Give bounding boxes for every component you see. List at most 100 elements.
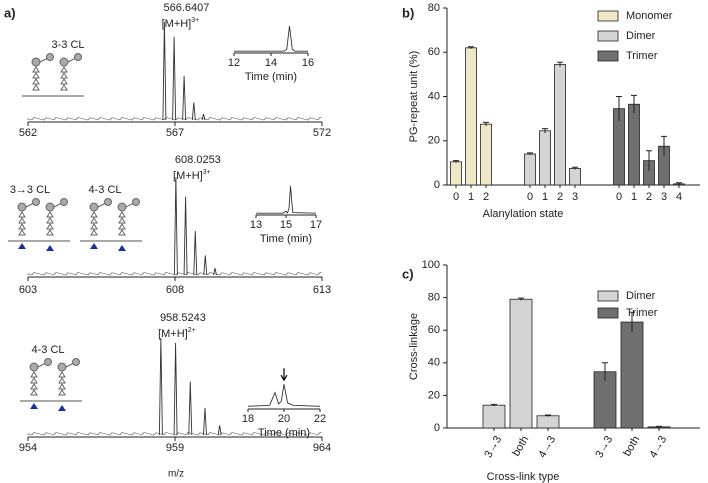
x-axis-label: m/z [168, 469, 184, 480]
structure-label: 3-3 CL [51, 39, 84, 51]
legend-label: Trimer [626, 50, 658, 62]
x-tick-label: 1 [542, 191, 548, 203]
x-axis-label: Cross-link type [487, 471, 560, 483]
panel-label: b) [402, 5, 414, 20]
x-tick-label: both [621, 434, 642, 459]
structure-icon [46, 217, 54, 224]
ion-label: [M+H]3+ [173, 169, 211, 182]
inset-tick-label: 16 [302, 57, 314, 69]
bar [524, 153, 536, 186]
bar [480, 123, 492, 186]
structure-icon [46, 229, 54, 236]
error-bar [676, 182, 682, 185]
x-tick-label: 3 [661, 191, 667, 203]
peak [173, 342, 178, 436]
structure-icon [18, 243, 26, 249]
chromatogram [234, 25, 308, 52]
peak [172, 36, 177, 121]
bar [569, 168, 581, 186]
x-tick-label: 4 [676, 191, 682, 203]
error-bar [656, 425, 662, 428]
structure-icon [117, 202, 127, 212]
structure-icon [57, 362, 67, 372]
structure-icon [60, 84, 68, 91]
peak-mass-label: 608.0253 [175, 154, 221, 166]
error-bar [453, 160, 459, 163]
baseline-noise [27, 117, 323, 121]
bar [482, 404, 506, 429]
x-tick-label: 954 [19, 442, 37, 454]
x-tick-label: 572 [313, 127, 331, 139]
y-tick-label: 80 [428, 2, 440, 14]
x-tick-label: 2 [646, 191, 652, 203]
x-tick-label: both [510, 434, 531, 459]
x-tick-label: 2 [483, 191, 489, 203]
x-tick-label: 567 [166, 127, 184, 139]
inset-tick-label: 18 [242, 413, 254, 425]
peak [191, 102, 196, 121]
x-tick-label: 4→3 [647, 434, 669, 460]
structure-icon [90, 223, 98, 230]
y-tick-label: 0 [434, 179, 440, 191]
structure-icon [90, 217, 98, 224]
structure-icon [31, 57, 41, 67]
y-tick-label: 20 [428, 135, 440, 147]
structure-icon [74, 53, 82, 61]
structure-icon [32, 72, 40, 79]
peak [162, 21, 167, 121]
charge: 2+ [188, 327, 196, 334]
structure-icon [18, 217, 26, 224]
x-tick-label: 608 [166, 284, 184, 296]
arrow [280, 368, 288, 382]
structure-icon [17, 202, 27, 212]
structure-icon [72, 358, 80, 366]
x-tick-label: 4→3 [536, 434, 558, 460]
structure-icon [60, 72, 68, 79]
error-bar [616, 96, 622, 121]
structure-icon [30, 403, 38, 409]
structure-icon [18, 229, 26, 236]
x-tick-label: 613 [313, 284, 331, 296]
error-bar [483, 121, 489, 126]
error-bar [527, 152, 533, 156]
structure-icon [90, 243, 98, 249]
y-tick-label: 0 [434, 422, 440, 434]
bar [620, 321, 644, 429]
ion: [M+H] [162, 18, 192, 30]
structure-icon [29, 362, 39, 372]
inset-tick-label: 14 [265, 57, 277, 69]
peak-mass-label: 566.6407 [163, 2, 209, 14]
x-tick-label: 2 [557, 191, 563, 203]
y-tick-label: 40 [428, 357, 440, 369]
y-tick-label: 60 [428, 324, 440, 336]
ion-label: [M+H]3+ [162, 17, 200, 30]
x-tick-label: 603 [19, 284, 37, 296]
structure-icon [32, 198, 40, 206]
y-tick-label: 60 [428, 46, 440, 58]
structure-icon [104, 198, 112, 206]
peak [213, 268, 217, 276]
error-bar [602, 362, 608, 381]
x-tick-label: 1 [468, 191, 474, 203]
chromatogram [256, 185, 317, 214]
x-tick-label: 959 [166, 442, 184, 454]
panel-label: a) [4, 5, 16, 20]
structure-icon [118, 229, 126, 236]
structure-icon [60, 66, 68, 73]
structure-label: 4-3 CL [88, 184, 121, 196]
error-bar [557, 61, 563, 67]
legend-swatch [597, 50, 619, 62]
error-bar [631, 94, 637, 114]
structure-icon [132, 198, 140, 206]
peak [203, 255, 208, 276]
inset-tick-label: 17 [310, 219, 322, 231]
error-bar [542, 128, 548, 134]
structure-icon [18, 223, 26, 230]
error-bar [661, 135, 667, 157]
error-bar [491, 403, 497, 406]
structure-icon [30, 371, 38, 378]
peak [201, 114, 206, 121]
y-tick-label: 20 [428, 389, 440, 401]
